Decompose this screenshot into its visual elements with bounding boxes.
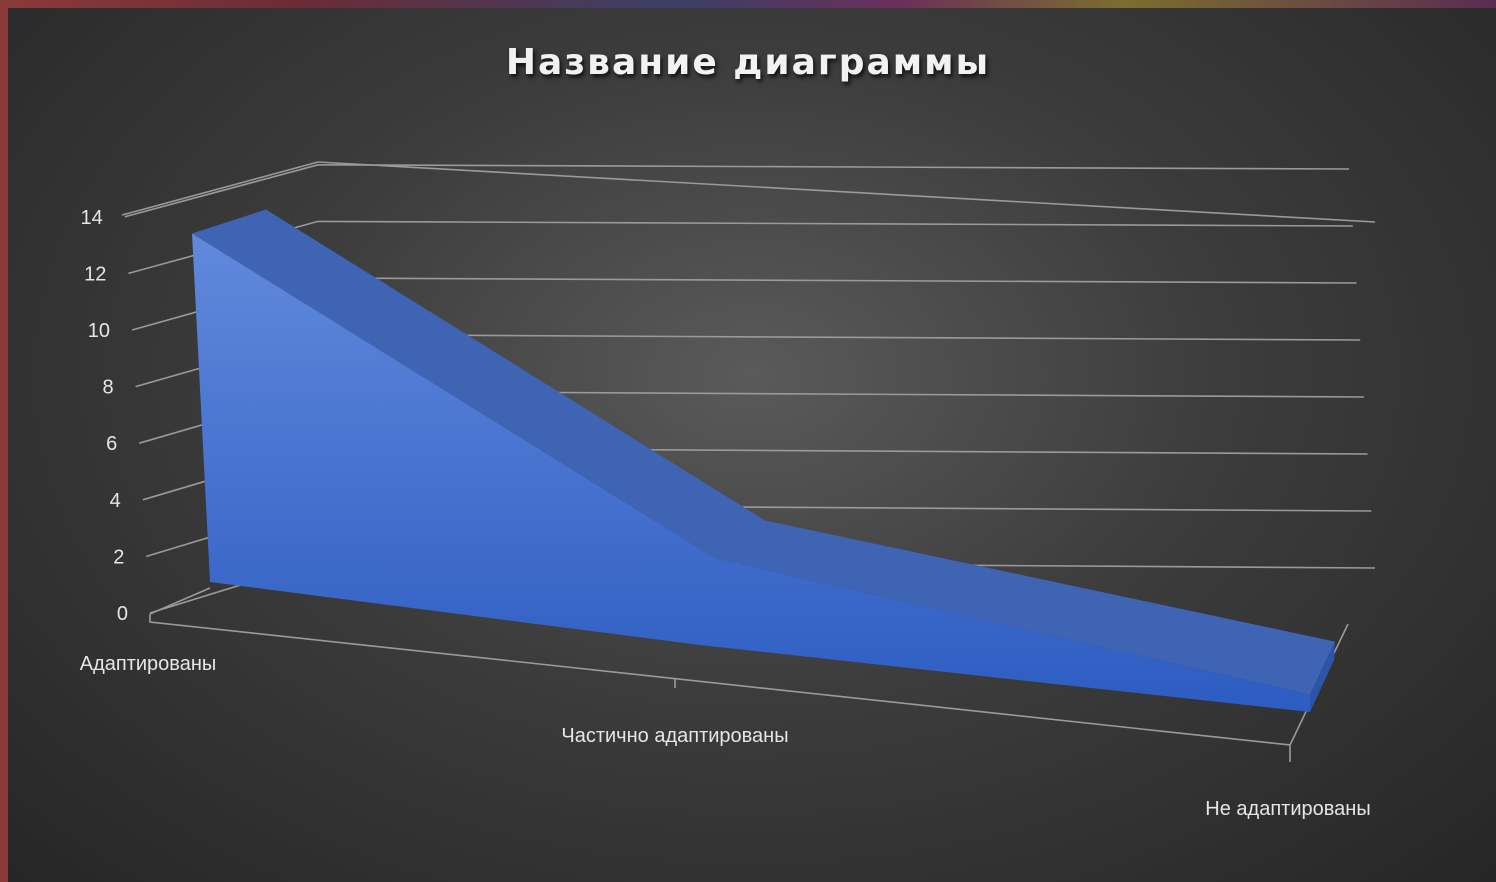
floor-left-edge — [149, 587, 211, 615]
floor-front-edge — [149, 614, 1291, 762]
side-gridline-14 — [124, 164, 319, 218]
y-tick-label: 4 — [110, 490, 121, 512]
area-top-face — [192, 209, 1335, 695]
y-tick-label: 10 — [88, 320, 110, 342]
y-tick-label: 6 — [106, 433, 117, 455]
back-gridline-12 — [317, 220, 1353, 227]
back-gridline-10 — [317, 277, 1357, 284]
side-wall-top-edge — [121, 161, 319, 216]
y-tick-label: 12 — [84, 263, 106, 285]
x-category-label: Не адаптированы — [1205, 798, 1370, 820]
y-tick-label: 2 — [113, 546, 124, 568]
area-side-face — [1310, 641, 1335, 712]
area-front-face — [192, 233, 1310, 712]
series-area — [192, 209, 1335, 712]
back-gridline-8 — [317, 333, 1361, 341]
y-tick-label: 8 — [102, 377, 113, 399]
back-gridline-14 — [317, 164, 1350, 170]
chart-title: Название диаграммы — [505, 42, 991, 83]
x-category-label: Адаптированы — [80, 653, 216, 675]
y-axis-ticks: 0 2 4 6 8 10 12 14 — [81, 207, 128, 625]
y-tick-label: 0 — [117, 603, 128, 625]
back-wall-top-edge — [317, 161, 1376, 223]
x-axis-categories: Адаптированы Частично адаптированы Не адап… — [80, 653, 1371, 820]
x-category-label: Частично адаптированы — [561, 725, 788, 747]
y-tick-label: 14 — [81, 207, 103, 229]
